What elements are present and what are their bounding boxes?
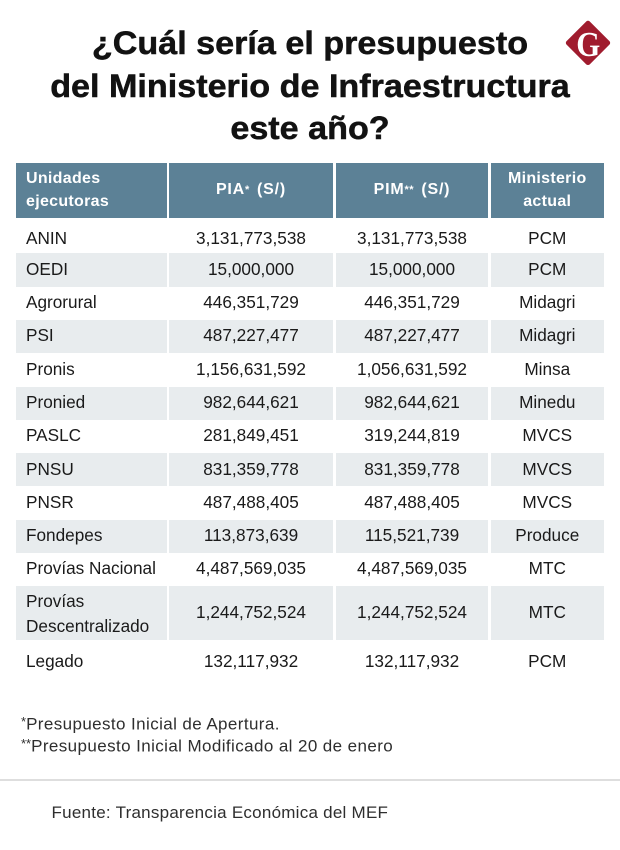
svg-text:G: G <box>576 25 600 64</box>
